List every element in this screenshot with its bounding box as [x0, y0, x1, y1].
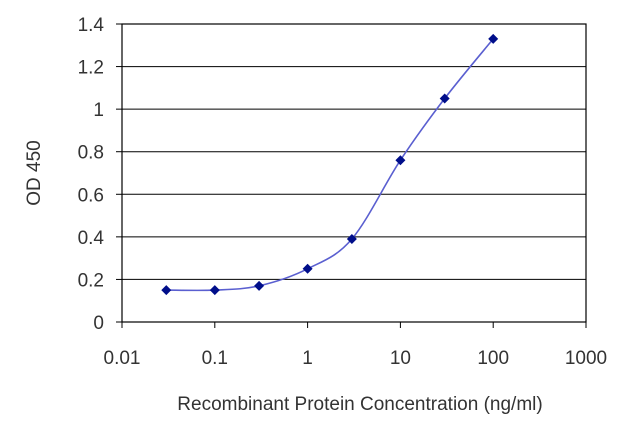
data-point-marker [302, 263, 313, 274]
data-point-marker [488, 33, 499, 44]
x-tick-label: 100 [477, 348, 509, 369]
y-tick-label: 0.8 [78, 143, 104, 164]
y-tick-label: 1.4 [78, 15, 105, 36]
data-point-marker [209, 285, 220, 296]
data-point-marker [439, 93, 450, 104]
plot-area-frame [121, 23, 587, 323]
data-point-marker [346, 233, 357, 244]
x-tick-label: 10 [390, 348, 411, 369]
series-line [166, 38, 494, 292]
x-tick-label: 0.01 [104, 348, 141, 369]
y-tick-label: 0 [93, 313, 104, 334]
y-axis-ticks: 0 0.2 0.4 0.6 0.8 1 1.2 1.4 [78, 15, 122, 334]
y-tick-label: 0.4 [78, 228, 105, 249]
x-tick-label: 0.1 [202, 348, 228, 369]
x-axis-ticks: 0.01 0.1 1 10 100 1000 [104, 322, 607, 369]
y-tick-label: 1 [93, 100, 104, 121]
data-point-marker [161, 285, 172, 296]
y-tick-label: 0.2 [78, 270, 104, 291]
x-tick-label: 1 [302, 348, 313, 369]
x-tick-label: 1000 [565, 348, 607, 369]
x-axis-title: Recombinant Protein Concentration (ng/ml… [177, 394, 542, 415]
gridlines [122, 66, 586, 280]
y-tick-label: 1.2 [78, 58, 104, 79]
y-tick-label: 0.6 [78, 185, 104, 206]
data-point-marker [254, 280, 265, 291]
y-axis-title: OD 450 [24, 140, 45, 205]
series-layer [161, 33, 499, 296]
data-point-marker [395, 155, 406, 166]
